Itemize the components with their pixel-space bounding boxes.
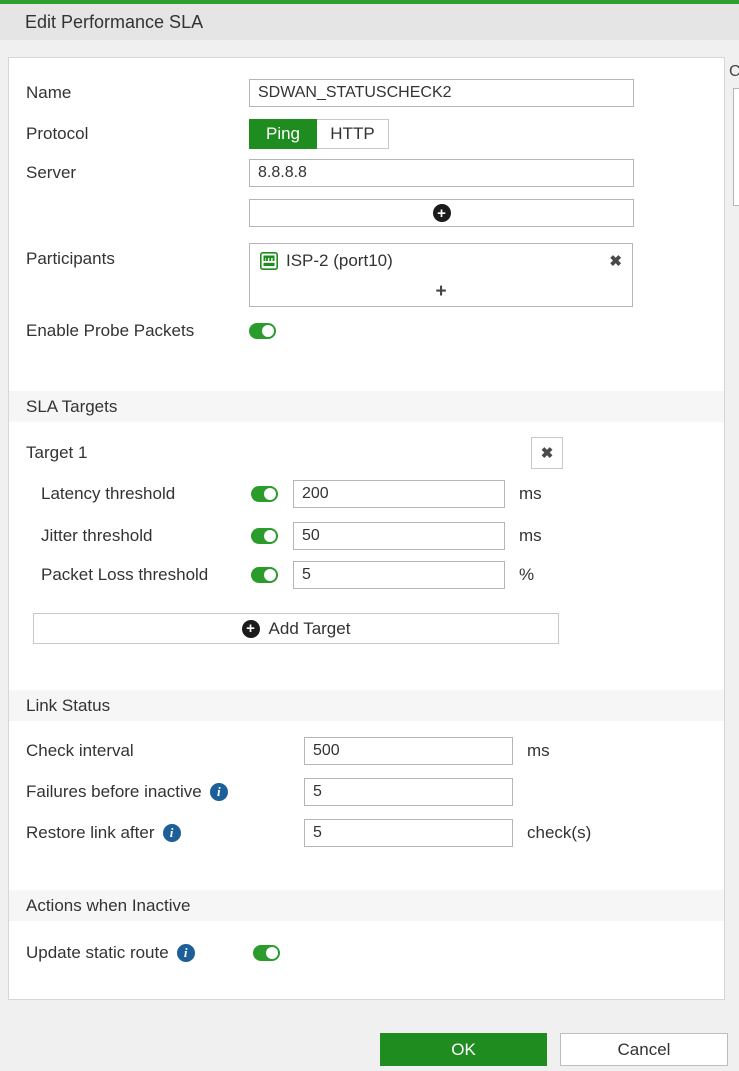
- jitter-threshold-input[interactable]: [293, 522, 505, 550]
- target-1-title: Target 1: [26, 443, 88, 462]
- name-row: Name: [9, 79, 724, 107]
- actions-when-inactive-section-title: Actions when Inactive: [26, 895, 191, 915]
- clipped-side-panel-text: C: [729, 63, 739, 80]
- dialog-title: Edit Performance SLA: [25, 11, 204, 32]
- update-static-route-label: Update static route: [26, 943, 169, 962]
- clipped-side-panel-box: [733, 88, 739, 206]
- cancel-button[interactable]: Cancel: [560, 1033, 728, 1066]
- protocol-segmented-control: Ping HTTP: [249, 119, 389, 149]
- protocol-option-http[interactable]: HTTP: [317, 119, 389, 149]
- close-icon: ✖: [540, 444, 554, 462]
- restore-link-after-input[interactable]: [304, 819, 513, 847]
- server-label: Server: [26, 163, 77, 182]
- check-interval-unit: ms: [527, 741, 550, 760]
- link-status-section-header: Link Status: [9, 690, 724, 721]
- jitter-threshold-toggle[interactable]: [251, 528, 278, 544]
- info-icon[interactable]: i: [209, 783, 228, 801]
- latency-threshold-label: Latency threshold: [41, 484, 176, 503]
- add-server-row: +: [9, 199, 724, 227]
- sla-targets-section-title: SLA Targets: [26, 396, 118, 416]
- packet-loss-threshold-unit: %: [519, 565, 535, 584]
- info-icon[interactable]: i: [176, 944, 195, 962]
- plus-circle-icon: +: [241, 619, 260, 638]
- packet-loss-threshold-label: Packet Loss threshold: [41, 565, 209, 584]
- add-participant-button[interactable]: +: [435, 281, 447, 302]
- enable-probe-packets-toggle[interactable]: [249, 323, 276, 339]
- check-interval-input[interactable]: [304, 737, 513, 765]
- latency-threshold-unit: ms: [519, 484, 542, 503]
- restore-link-after-label: Restore link after: [26, 823, 155, 842]
- link-status-section-title: Link Status: [26, 695, 111, 715]
- restore-link-after-unit: check(s): [527, 823, 592, 842]
- latency-threshold-input[interactable]: [293, 480, 505, 508]
- check-interval-row: Check interval ms: [9, 737, 724, 765]
- jitter-threshold-row: Jitter threshold ms: [9, 522, 724, 550]
- plus-circle-icon: +: [432, 204, 451, 222]
- participant-entry: ISP-2 (port10) ✖: [250, 244, 632, 278]
- packet-loss-threshold-row: Packet Loss threshold %: [9, 561, 724, 589]
- failures-before-inactive-input[interactable]: [304, 778, 513, 806]
- participant-entry-label: ISP-2 (port10): [286, 251, 393, 270]
- name-input[interactable]: [249, 79, 634, 107]
- check-interval-label: Check interval: [26, 741, 134, 760]
- participants-label: Participants: [26, 249, 115, 268]
- latency-threshold-row: Latency threshold ms: [9, 480, 724, 508]
- restore-link-after-row: Restore link after i check(s): [9, 819, 724, 847]
- participants-box: ISP-2 (port10) ✖ +: [249, 243, 633, 307]
- packet-loss-threshold-toggle[interactable]: [251, 567, 278, 583]
- info-icon[interactable]: i: [162, 824, 181, 842]
- target-1-row: Target 1 ✖: [9, 437, 724, 469]
- enable-probe-packets-label: Enable Probe Packets: [26, 321, 195, 340]
- sla-targets-section-header: SLA Targets: [9, 391, 724, 422]
- jitter-threshold-unit: ms: [519, 526, 542, 545]
- add-target-label: Add Target: [268, 618, 351, 638]
- top-accent-bar: [0, 0, 739, 4]
- server-row: Server: [9, 159, 724, 187]
- enable-probe-packets-row: Enable Probe Packets: [9, 321, 724, 341]
- latency-threshold-toggle[interactable]: [251, 486, 278, 502]
- edit-performance-sla-form: Name Protocol Ping HTTP Server + Partici…: [8, 57, 725, 1000]
- ok-button[interactable]: OK: [380, 1033, 547, 1066]
- ethernet-port-icon: [260, 252, 278, 270]
- update-static-route-toggle[interactable]: [253, 945, 280, 961]
- packet-loss-threshold-input[interactable]: [293, 561, 505, 589]
- failures-before-inactive-label: Failures before inactive: [26, 782, 202, 801]
- update-static-route-row: Update static route i: [9, 943, 724, 963]
- add-target-button[interactable]: + Add Target: [33, 613, 559, 644]
- failures-before-inactive-row: Failures before inactive i: [9, 778, 724, 806]
- dialog-titlebar: Edit Performance SLA: [0, 4, 739, 40]
- name-label: Name: [26, 83, 72, 102]
- jitter-threshold-label: Jitter threshold: [41, 526, 153, 545]
- server-input[interactable]: [249, 159, 634, 187]
- protocol-label: Protocol: [26, 124, 89, 143]
- protocol-option-ping[interactable]: Ping: [249, 119, 317, 149]
- actions-when-inactive-section-header: Actions when Inactive: [9, 890, 724, 921]
- remove-target-button[interactable]: ✖: [531, 437, 563, 469]
- protocol-row: Protocol Ping HTTP: [9, 119, 724, 149]
- participants-row: Participants ISP-2 (port10) ✖ +: [9, 243, 724, 307]
- remove-participant-icon[interactable]: ✖: [609, 252, 622, 270]
- add-server-button[interactable]: +: [249, 199, 634, 227]
